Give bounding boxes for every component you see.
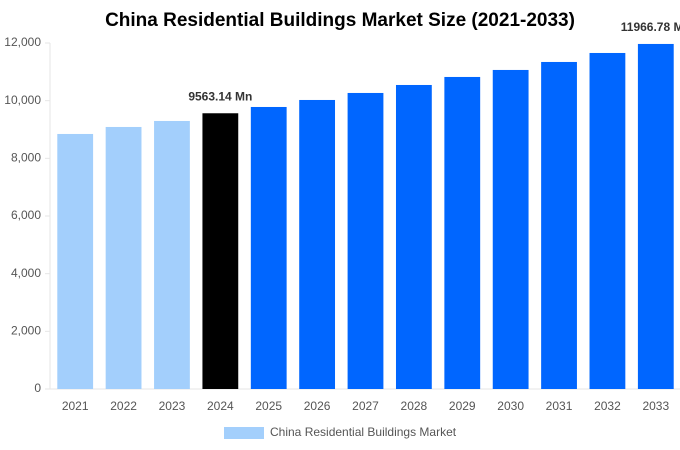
bar [105, 126, 142, 389]
legend-swatch [224, 427, 264, 439]
y-tick-label: 0 [34, 381, 41, 395]
x-tick-label: 2027 [352, 399, 379, 413]
y-tick-label: 6,000 [11, 208, 41, 222]
y-tick-label: 12,000 [4, 35, 41, 49]
bar [444, 76, 481, 389]
bar [299, 99, 336, 389]
value-label: 11966.78 Mn [621, 20, 680, 34]
bar [250, 106, 287, 389]
x-tick-label: 2033 [642, 399, 669, 413]
bar [154, 120, 190, 389]
x-tick-label: 2021 [62, 399, 89, 413]
x-tick-label: 2031 [546, 399, 573, 413]
y-tick-label: 8,000 [11, 151, 41, 165]
y-tick-label: 10,000 [4, 93, 41, 107]
bar [637, 43, 674, 389]
x-tick-label: 2025 [255, 399, 282, 413]
legend-label: China Residential Buildings Market [270, 425, 457, 439]
x-tick-label: 2024 [207, 399, 234, 413]
chart-title: China Residential Buildings Market Size … [105, 10, 575, 31]
x-tick-label: 2022 [110, 399, 137, 413]
x-tick-label: 2029 [449, 399, 476, 413]
bar [492, 69, 529, 389]
x-tick-label: 2032 [594, 399, 621, 413]
bar [57, 133, 94, 389]
x-tick-label: 2023 [159, 399, 186, 413]
bar [202, 113, 239, 390]
x-tick-label: 2030 [497, 399, 524, 413]
bar [541, 61, 577, 390]
y-tick-label: 4,000 [11, 266, 41, 280]
bar [347, 92, 384, 389]
x-tick-label: 2028 [401, 399, 428, 413]
value-label: 9563.14 Mn [188, 89, 252, 103]
bar [395, 84, 432, 390]
x-tick-label: 2026 [304, 399, 331, 413]
y-tick-label: 2,000 [11, 324, 41, 338]
bar [589, 52, 626, 390]
